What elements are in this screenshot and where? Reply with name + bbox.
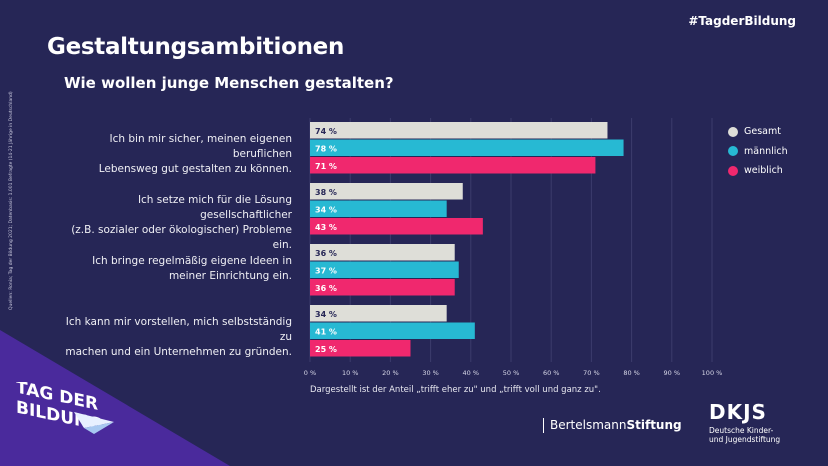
data-label: 41 % xyxy=(315,328,337,337)
hashtag: #TagderBildung xyxy=(688,14,796,28)
x-tick-label: 50 % xyxy=(503,369,520,377)
legend-swatch xyxy=(728,165,738,176)
bar xyxy=(310,218,483,235)
legend-item-gesamt: Gesamt xyxy=(728,122,788,142)
x-tick-label: 100 % xyxy=(702,369,723,377)
category-label-line: machen und ein Unternehmen zu gründen. xyxy=(65,346,292,358)
bar xyxy=(310,244,455,261)
category-label-line: meiner Einrichtung ein. xyxy=(168,270,292,282)
chart-note: Dargestellt ist der Anteil „trifft eher … xyxy=(310,385,601,395)
category-label-line: (z.B. sozialer oder ökologischer) Proble… xyxy=(71,224,292,251)
bar xyxy=(310,200,447,217)
bar xyxy=(310,139,624,156)
category-label-line: Lebensweg gut gestalten zu können. xyxy=(98,163,292,175)
x-tick-label: 10 % xyxy=(342,369,359,377)
category-label: Ich bin mir sicher, meinen eigenen beruf… xyxy=(60,132,292,177)
legend-swatch xyxy=(728,126,738,137)
bar xyxy=(310,340,411,357)
bertelsmann-stiftung-logo: BertelsmannStiftung xyxy=(543,418,682,433)
legend-item-maennlich: männlich xyxy=(728,142,788,162)
category-label: Ich setze mich für die Lösung gesellscha… xyxy=(60,193,292,253)
data-label: 36 % xyxy=(315,284,337,293)
data-label: 25 % xyxy=(315,345,337,354)
legend-swatch xyxy=(728,146,738,157)
dkjs-logo: DKJS Deutsche Kinder- und Jugendstiftung xyxy=(709,400,781,444)
data-label: 43 % xyxy=(315,223,337,232)
x-tick-label: 40 % xyxy=(463,369,480,377)
bar xyxy=(310,122,608,139)
category-label-line: Ich bin mir sicher, meinen eigenen beruf… xyxy=(109,133,293,160)
data-label: 34 % xyxy=(315,206,337,215)
x-tick-label: 60 % xyxy=(543,369,560,377)
bar xyxy=(310,183,463,200)
legend: Gesamt männlich weiblich xyxy=(728,122,788,181)
category-label: Ich kann mir vorstellen, mich selbststän… xyxy=(60,315,292,360)
bar xyxy=(310,261,459,278)
data-label: 78 % xyxy=(315,145,337,154)
x-tick-label: 80 % xyxy=(623,369,640,377)
data-label: 37 % xyxy=(315,267,337,276)
x-tick-label: 20 % xyxy=(382,369,399,377)
bar xyxy=(310,279,455,296)
x-tick-label: 30 % xyxy=(422,369,439,377)
category-label: Ich bringe regelmäßig eigene Ideen in mei… xyxy=(60,254,292,284)
tag-der-bildung-logo: TAG DER BILDUNG xyxy=(14,378,134,466)
x-tick-label: 0 % xyxy=(304,369,316,377)
data-label: 36 % xyxy=(315,249,337,258)
x-tick-label: 70 % xyxy=(583,369,600,377)
data-label: 34 % xyxy=(315,310,337,319)
category-label-line: Ich setze mich für die Lösung gesellscha… xyxy=(137,194,292,221)
x-tick-label: 90 % xyxy=(664,369,681,377)
page-title: Gestaltungsambitionen xyxy=(47,34,345,60)
category-label-line: Ich kann mir vorstellen, mich selbststän… xyxy=(65,316,292,343)
bar xyxy=(310,157,596,174)
legend-item-weiblich: weiblich xyxy=(728,161,788,181)
subtitle: Wie wollen junge Menschen gestalten? xyxy=(64,74,394,92)
bar xyxy=(310,322,475,339)
data-label: 71 % xyxy=(315,162,337,171)
bar xyxy=(310,305,447,322)
data-label: 38 % xyxy=(315,188,337,197)
category-label-line: Ich bringe regelmäßig eigene Ideen in xyxy=(92,255,292,267)
data-label: 74 % xyxy=(315,127,337,136)
